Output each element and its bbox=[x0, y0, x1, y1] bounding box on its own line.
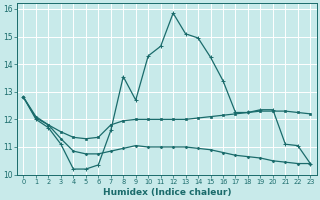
X-axis label: Humidex (Indice chaleur): Humidex (Indice chaleur) bbox=[103, 188, 231, 197]
